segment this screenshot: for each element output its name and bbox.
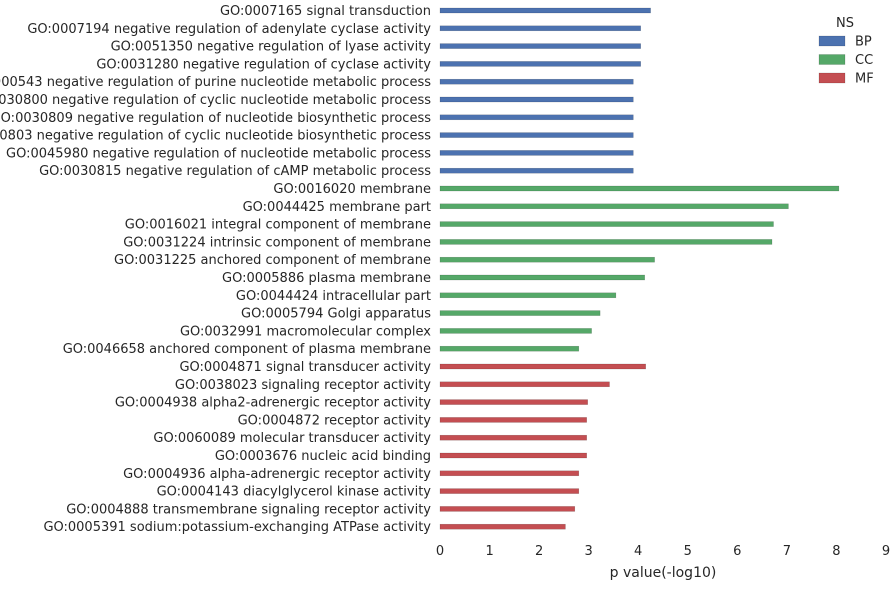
legend-label-cc: CC — [855, 53, 873, 68]
category-label: GO:0004872 receptor activity — [238, 413, 432, 428]
category-label: GO:0031280 negative regulation of cyclas… — [96, 57, 431, 72]
bar-bp-5 — [439, 96, 634, 103]
legend-title: NS — [836, 16, 854, 31]
category-label: GO:0038023 signaling receptor activity — [175, 378, 431, 393]
category-label: GO:0030800 negative regulation of cyclic… — [0, 93, 431, 108]
category-label: GO:0016021 integral component of membran… — [125, 218, 431, 233]
x-tick-label: 7 — [783, 544, 791, 559]
x-axis-ticks-layer: 0 1 2 3 4 5 6 7 8 9 — [436, 544, 890, 559]
x-tick-label: 4 — [634, 544, 642, 559]
category-label: GO:0032991 macromolecular complex — [180, 324, 431, 339]
legend-entries: BP CC MF — [818, 35, 874, 87]
bar-mf-28 — [439, 506, 576, 512]
legend: NS BP CC MF — [818, 16, 874, 87]
category-label: GO:0007194 negative regulation of adenyl… — [27, 22, 431, 37]
legend-label-bp: BP — [855, 35, 872, 50]
bars-layer — [439, 7, 840, 530]
category-label: GO:1900543 negative regulation of purine… — [0, 75, 431, 90]
bar-cc-17 — [439, 310, 601, 316]
bar-cc-13 — [439, 239, 773, 245]
category-labels-layer: GO:0007165 signal transduction GO:0007194… — [0, 4, 431, 535]
x-tick-label: 5 — [684, 544, 692, 559]
category-label: GO:0060089 molecular transducer activity — [153, 431, 431, 446]
legend-swatch-cc — [818, 54, 846, 65]
bar-bp-3 — [439, 61, 641, 67]
category-label: GO:0007165 signal transduction — [220, 4, 431, 19]
bar-mf-23 — [439, 417, 587, 423]
bar-bp-6 — [439, 114, 634, 121]
x-tick-label: 3 — [585, 544, 593, 559]
bar-bp-9 — [439, 167, 634, 174]
x-tick-label: 2 — [535, 544, 543, 559]
bar-bp-7 — [439, 132, 634, 138]
bar-mf-22 — [439, 399, 588, 405]
bar-cc-12 — [439, 221, 774, 227]
category-label: GO:0005391 sodium:potassium-exchanging A… — [43, 520, 431, 535]
x-tick-label: 8 — [832, 544, 840, 559]
category-label: GO:0003676 nucleic acid binding — [215, 449, 431, 464]
category-label: GO:0004871 signal transducer activity — [179, 360, 431, 375]
legend-swatch-mf — [818, 72, 846, 84]
category-label: GO:0031225 anchored component of membran… — [114, 253, 431, 268]
category-label: GO:0046658 anchored component of plasma … — [63, 342, 431, 357]
bar-bp-4 — [439, 78, 634, 85]
bar-bp-8 — [439, 150, 634, 156]
bar-mf-24 — [439, 434, 587, 441]
legend-swatch-bp — [818, 35, 846, 47]
category-label: GO:0045980 negative regulation of nucleo… — [6, 146, 431, 161]
category-label: GO:0005794 Golgi apparatus — [241, 307, 431, 322]
bar-mf-29 — [439, 523, 566, 530]
bar-cc-10 — [439, 185, 840, 192]
bar-cc-14 — [439, 256, 655, 263]
category-label: GO:0004936 alpha-adrenergic receptor act… — [123, 467, 431, 482]
category-label: GO:0044424 intracellular part — [236, 289, 431, 304]
bar-cc-11 — [439, 203, 789, 210]
bar-mf-20 — [439, 363, 646, 370]
bar-bp-2 — [439, 43, 641, 49]
legend-label-mf: MF — [855, 72, 874, 87]
category-label: GO:0030815 negative regulation of cAMP m… — [39, 164, 431, 179]
x-tick-label: 9 — [882, 544, 890, 559]
bar-cc-19 — [439, 345, 580, 352]
category-label: GO:0044425 membrane part — [243, 200, 431, 215]
bar-mf-26 — [439, 470, 580, 477]
category-label: GO:0004143 diacylglycerol kinase activit… — [157, 485, 432, 500]
category-label: GO:0005886 plasma membrane — [222, 271, 431, 286]
bar-mf-27 — [439, 488, 580, 494]
category-label: GO:0016020 membrane — [273, 182, 431, 197]
category-label: GO:0051350 negative regulation of lyase … — [111, 40, 432, 55]
bar-mf-25 — [439, 452, 587, 459]
x-axis-title: p value(-log10) — [610, 565, 717, 581]
x-tick-label: 6 — [733, 544, 741, 559]
bar-cc-18 — [439, 328, 592, 334]
bar-cc-16 — [439, 292, 617, 299]
x-tick-label: 0 — [436, 544, 444, 559]
category-label: GO:0004888 transmembrane signaling recep… — [66, 502, 431, 517]
x-tick-label: 1 — [485, 544, 493, 559]
bar-mf-21 — [439, 381, 610, 388]
bar-bp-1 — [439, 25, 641, 32]
category-label: GO:0031224 intrinsic component of membra… — [123, 235, 431, 250]
category-label: GO:0004938 alpha2-adrenergic receptor ac… — [115, 396, 431, 411]
bar-bp-0 — [439, 7, 651, 14]
bar-cc-15 — [439, 274, 645, 281]
category-label: GO:0030809 negative regulation of nucleo… — [0, 111, 431, 126]
category-label: GO:0030803 negative regulation of cyclic… — [0, 129, 431, 144]
